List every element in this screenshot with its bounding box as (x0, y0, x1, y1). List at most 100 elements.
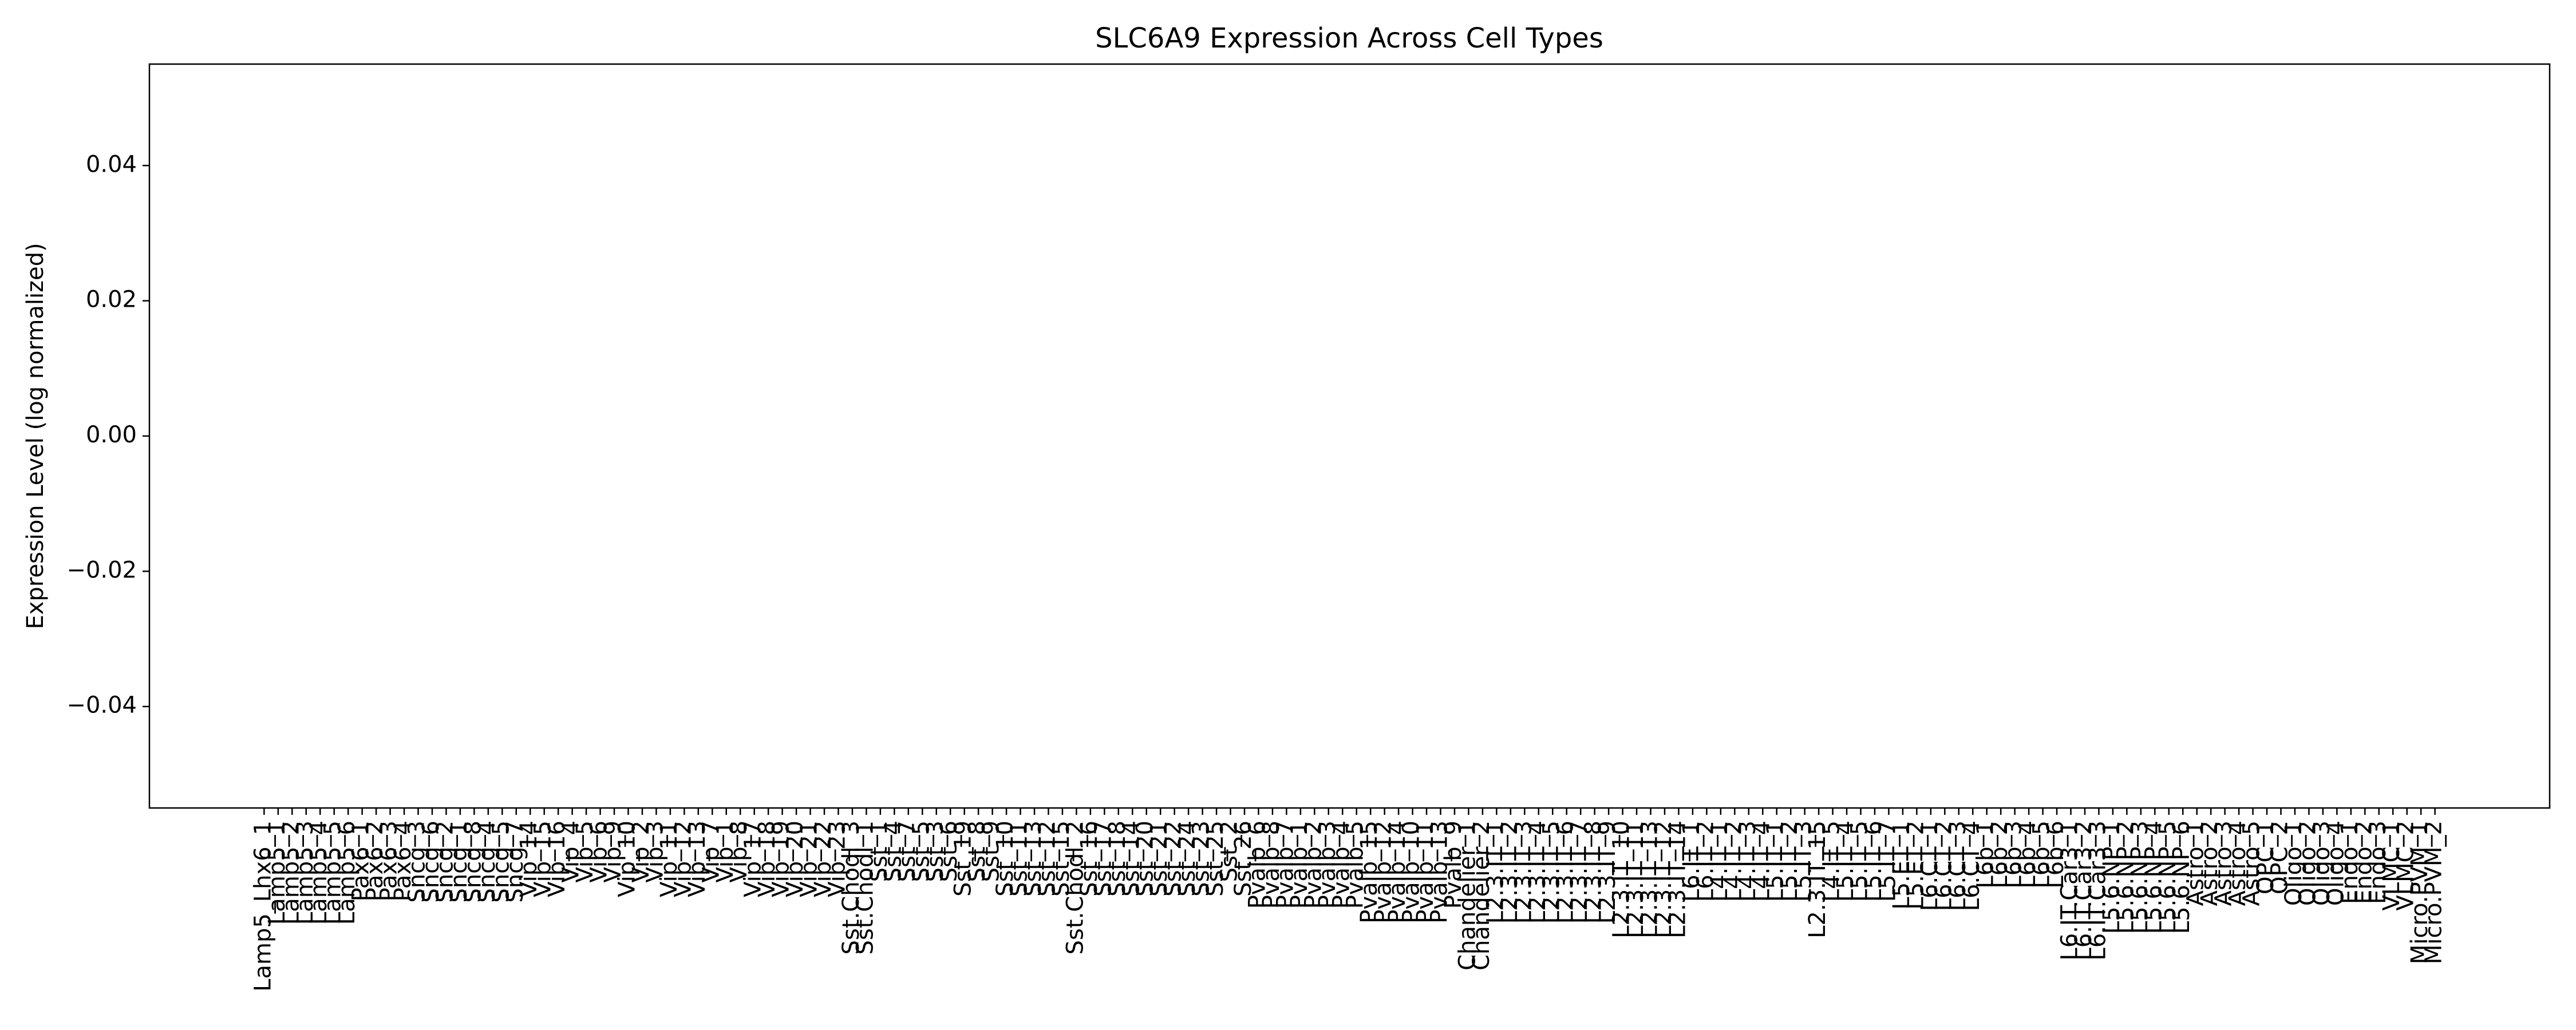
x-tick-label: Pvalb_11 (1412, 821, 1439, 924)
x-tick-label: L5.IT_4 (1832, 821, 1859, 902)
x-tick-label: Vip_17 (740, 821, 767, 897)
x-tick-label: Sst_4 (880, 821, 906, 882)
x-tick-label: Astro_2 (2196, 821, 2223, 906)
x-tick-label: L4.IT_2 (1720, 821, 1747, 902)
x-tick-label: L4.IT_4 (1748, 821, 1775, 902)
x-tick-label: Sst_26 (1230, 821, 1257, 897)
x-tick-label: Lamp5_2 (278, 821, 304, 925)
x-tick-label: Vip_6 (586, 821, 613, 882)
x-tick-label: Vip_18 (754, 821, 780, 897)
x-tick-label: Pvalb_15 (1356, 821, 1382, 924)
x-tick-label: Vip_12 (670, 821, 696, 897)
x-tick-label: L2.3.IT_2 (1496, 821, 1523, 924)
x-tick-label: Sst_25 (1202, 821, 1228, 897)
x-tick-label: Lamp5_6 (334, 821, 360, 925)
x-tick-label: Endo_2 (2350, 821, 2377, 904)
x-tick-label: Sst_2 (1216, 821, 1243, 882)
x-tick-label: Vip_1 (712, 821, 738, 882)
x-tick-label: L2.3.IT_3 (1510, 821, 1536, 924)
x-tick-label: Sncg_1 (446, 821, 472, 903)
x-tick-label: Sncg_7 (502, 821, 528, 903)
x-tick-label: L6.IT.Car3_2 (2071, 821, 2097, 960)
x-tick-label: L6.IT_1 (1678, 821, 1705, 902)
x-tick-label: Astro_4 (2225, 821, 2251, 906)
y-tick-label: 0.02 (86, 287, 137, 313)
x-tick-label: L6.IT.Car3_1 (2057, 821, 2083, 960)
y-tick-label: −0.02 (66, 557, 137, 583)
x-tick-label: L5.6.NP_5 (2155, 821, 2181, 934)
x-tick-label: Pvalb_12 (1370, 821, 1397, 924)
x-tick-label: Sst.Chodl_2 (1062, 821, 1088, 954)
x-tick-label: L2.3.IT_15 (1804, 821, 1831, 938)
x-tick-label: Sncg_4 (474, 821, 500, 903)
x-tick-label: Astro_1 (2183, 821, 2209, 906)
x-tick-label: Micro.PVM_2 (2421, 821, 2447, 964)
x-tick-label: L2.3.IT_8 (1581, 821, 1607, 924)
x-tick-label: OPC_2 (2266, 821, 2293, 894)
y-axis-label: Expression Level (log normalized) (22, 243, 49, 629)
x-tick-label: Astro_3 (2211, 821, 2237, 906)
x-tick-label: L2.3.IT_9 (1594, 821, 1621, 924)
x-tick-label: L6b_1 (1973, 821, 1999, 889)
x-tick-label: Pvalb_6 (1244, 821, 1270, 909)
x-tick-label: L6.IT.Car3_3 (2084, 821, 2111, 960)
x-tick-label: Sst_12 (1034, 821, 1060, 897)
x-tick-label: Sst_18 (1104, 821, 1131, 897)
x-tick-label: L2.3.IT_7 (1566, 821, 1593, 924)
x-tick-label: Sst_11 (1006, 821, 1033, 897)
x-tick-label: L6b_6 (2042, 821, 2069, 889)
x-tick-label: L6.CT_3 (1945, 821, 1971, 911)
y-tick-label: −0.04 (66, 692, 137, 719)
x-tick-label: Sncg_5 (488, 821, 514, 903)
x-tick-label: L2.3.IT_13 (1637, 821, 1663, 938)
x-tick-label: Sst_21 (1146, 821, 1172, 897)
x-tick-label: L6.CT_2 (1930, 821, 1957, 911)
x-tick-label: Sst_20 (1132, 821, 1159, 897)
x-tick-label: Chandelier_1 (1454, 821, 1480, 970)
x-tick-label: OPC_1 (2253, 821, 2279, 894)
x-tick-label: Lamp5_5 (320, 821, 346, 925)
x-tick-label: Sst_14 (1118, 821, 1144, 897)
x-tick-label: Sst_3 (922, 821, 949, 882)
x-tick-label: L4.IT_5 (1819, 821, 1845, 902)
x-tick-label: L2.3.IT_1 (1482, 821, 1508, 924)
x-tick-label: L2.3.IT_14 (1664, 821, 1690, 938)
x-tick-label: Pax6_4 (390, 821, 416, 901)
x-tick-label: Sncg_3 (404, 821, 430, 903)
x-tick-label: Sst_22 (1160, 821, 1187, 897)
x-tick-label: Sst.Chodl_1 (852, 821, 878, 954)
x-tick-label: Sst_13 (1020, 821, 1046, 897)
x-tick-label: Vip_13 (684, 821, 710, 897)
x-tick-label: Vip_22 (810, 821, 836, 897)
x-tick-label: L5.IT_6 (1860, 821, 1887, 902)
x-tick-label: Pax6_1 (348, 821, 374, 901)
y-tick-label: 0.00 (86, 422, 137, 448)
x-tick-label: Sst_23 (1188, 821, 1215, 897)
x-tick-label: L6b_2 (1986, 821, 2013, 889)
x-tick-label: L6.CT_4 (1958, 821, 1985, 911)
y-tick-label: 0.04 (86, 151, 137, 177)
x-tick-label: Pvalb_5 (1342, 821, 1369, 909)
x-tick-label: L6b_5 (2029, 821, 2055, 889)
x-tick-label: Vip_16 (544, 821, 570, 897)
x-tick-label: L4.IT_3 (1735, 821, 1761, 902)
x-tick-label: Pvalb_8 (1258, 821, 1285, 909)
x-tick-label: Pvalb_2 (1300, 821, 1326, 909)
x-tick-label: L6b_3 (2001, 821, 2027, 889)
x-tick-label: Vip_15 (530, 821, 556, 897)
x-tick-label: Pvalb_10 (1398, 821, 1425, 924)
x-tick-label: Sst_24 (1174, 821, 1200, 897)
x-tick-label: L2.3.IT_10 (1609, 821, 1635, 938)
x-tick-label: L2.3.IT_5 (1538, 821, 1564, 924)
x-tick-label: Sst_19 (950, 821, 977, 897)
x-tick-label: Sncg_2 (432, 821, 458, 903)
x-tick-label: Vip_2 (628, 821, 654, 882)
x-tick-label: L5.6.NP_4 (2140, 821, 2167, 934)
x-tick-label: Pvalb_7 (1272, 821, 1298, 909)
x-tick-label: Sst_17 (1090, 821, 1116, 897)
x-tick-label: Sst_9 (978, 821, 1005, 882)
x-tick-label: Sncg_8 (460, 821, 486, 903)
x-tick-label: Vip_11 (656, 821, 682, 897)
x-tick-label: L5.IT_1 (1763, 821, 1789, 902)
